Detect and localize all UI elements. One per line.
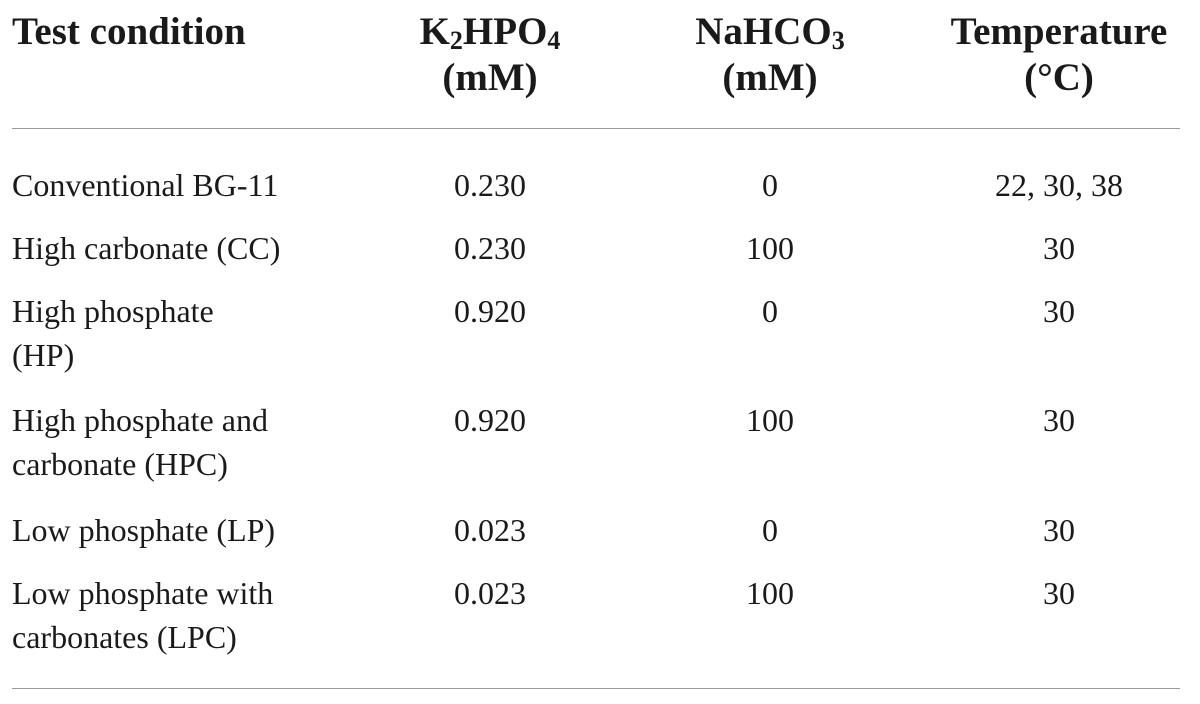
- cell-condition-line: High carbonate (CC): [12, 230, 281, 266]
- header-k2hpo4-sub-2: 2: [449, 26, 463, 55]
- table-bottom-rule: [12, 688, 1180, 689]
- header-nahco3: NaHCO3 (mM): [650, 9, 890, 101]
- cell-nahco3: 0: [762, 512, 778, 548]
- cell-condition: Low phosphate (LP): [12, 508, 342, 552]
- cell-k2hpo4: 0.023: [454, 512, 526, 548]
- header-k2hpo4-unit: (mM): [442, 56, 538, 99]
- header-k2hpo4-sub-4: 4: [547, 26, 561, 55]
- cell-condition-line: carbonates (LPC): [12, 619, 237, 655]
- cell-condition-line: High phosphate and: [12, 402, 268, 438]
- cell-nahco3: 100: [746, 575, 794, 611]
- cell-condition-line: carbonate (HPC): [12, 446, 228, 482]
- cell-condition: High phosphate and carbonate (HPC): [12, 398, 342, 486]
- cell-k2hpo4: 0.230: [454, 167, 526, 203]
- cell-temperature: 30: [1043, 575, 1075, 611]
- cell-temperature: 30: [1043, 512, 1075, 548]
- cell-nahco3: 100: [746, 402, 794, 438]
- cell-condition: High carbonate (CC): [12, 226, 342, 270]
- cell-nahco3: 0: [762, 167, 778, 203]
- cell-temperature: 30: [1043, 402, 1075, 438]
- header-nahco3-unit: (mM): [722, 56, 818, 99]
- header-test-condition-label: Test condition: [12, 10, 246, 53]
- cell-condition-line: High phosphate: [12, 293, 214, 329]
- cell-k2hpo4: 0.230: [454, 230, 526, 266]
- cell-condition: Low phosphate with carbonates (LPC): [12, 571, 342, 659]
- header-test-condition: Test condition: [12, 9, 246, 55]
- cell-temperature: 30: [1043, 293, 1075, 329]
- cell-condition-line: Low phosphate with: [12, 575, 274, 611]
- cell-nahco3: 100: [746, 230, 794, 266]
- header-k2hpo4-k: K: [419, 10, 450, 53]
- header-temperature-label: Temperature: [950, 10, 1168, 53]
- header-nahco3-base: NaHCO: [695, 10, 832, 53]
- cell-condition: Conventional BG-11: [12, 163, 342, 207]
- cell-temperature: 30: [1043, 230, 1075, 266]
- header-divider: [12, 128, 1180, 129]
- header-temperature: Temperature (°C): [928, 9, 1190, 101]
- header-k2hpo4-formula: K2HPO4: [370, 9, 610, 55]
- cell-k2hpo4: 0.023: [454, 575, 526, 611]
- cell-condition-line: (HP): [12, 337, 75, 373]
- header-nahco3-sub-3: 3: [831, 26, 845, 55]
- cell-condition: High phosphate (HP): [12, 289, 342, 377]
- header-k2hpo4: K2HPO4 (mM): [370, 9, 610, 101]
- cell-condition-line: Conventional BG-11: [12, 167, 279, 203]
- cell-nahco3: 0: [762, 293, 778, 329]
- cell-k2hpo4: 0.920: [454, 402, 526, 438]
- cell-condition-line: Low phosphate (LP): [12, 512, 276, 548]
- header-nahco3-formula: NaHCO3: [650, 9, 890, 55]
- header-k2hpo4-hpo: HPO: [462, 10, 548, 53]
- header-temperature-unit: (°C): [1024, 56, 1094, 99]
- cell-k2hpo4: 0.920: [454, 293, 526, 329]
- cell-temperature: 22, 30, 38: [995, 167, 1123, 203]
